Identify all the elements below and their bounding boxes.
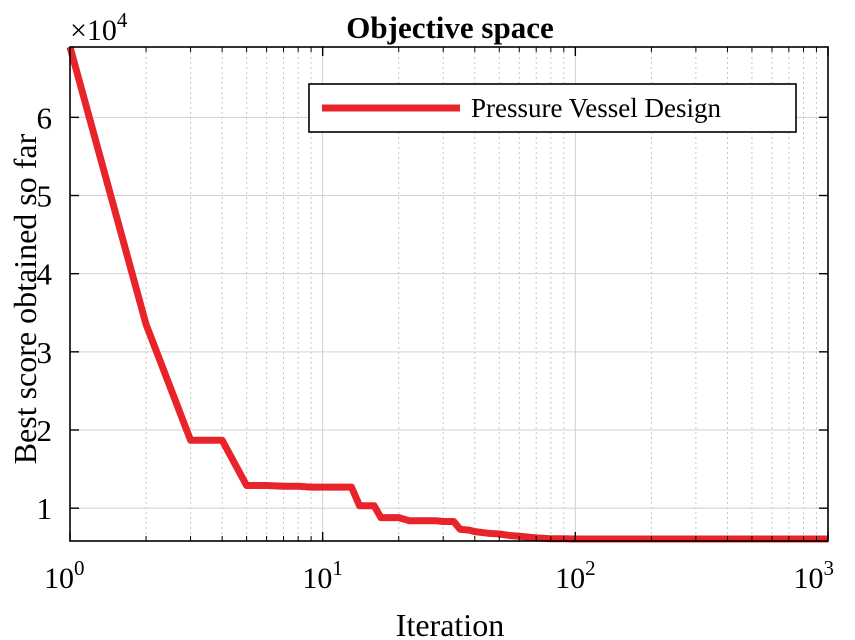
y-tick-label: 4 <box>37 257 53 292</box>
legend-label: Pressure Vessel Design <box>471 93 721 123</box>
x-tick-label-exponent: 0 <box>74 556 85 580</box>
x-tick-label-base: 10 <box>555 562 585 595</box>
chart-title: Objective space <box>346 10 553 45</box>
y-multiplier-exponent: 4 <box>117 8 128 32</box>
x-tick-label-base: 10 <box>44 562 74 595</box>
y-tick-label: 3 <box>37 335 53 370</box>
x-tick-label-exponent: 3 <box>824 556 835 580</box>
x-axis-label: Iteration <box>396 607 504 640</box>
y-axis-label: Best score obtained so far <box>7 133 43 464</box>
y-tick-label: 5 <box>37 179 53 214</box>
x-tick-label-base: 10 <box>302 562 332 595</box>
legend: Pressure Vessel Design <box>308 83 797 133</box>
y-axis-multiplier: ×104 <box>70 8 128 47</box>
x-tick-label-exponent: 2 <box>585 556 596 580</box>
plot-frame <box>69 46 829 542</box>
y-tick-label: 1 <box>37 491 53 526</box>
x-tick-label-exponent: 1 <box>332 556 343 580</box>
y-tick-label: 2 <box>37 413 53 448</box>
x-tick-label: 103 <box>794 556 835 595</box>
x-tick-label: 100 <box>44 556 85 595</box>
y-multiplier-base: ×10 <box>70 14 117 47</box>
x-tick-label: 102 <box>555 556 596 595</box>
series-line-pressure-vessel-design <box>66 46 828 543</box>
x-tick-label-base: 10 <box>794 562 824 595</box>
x-tick-label: 101 <box>302 556 343 595</box>
axis-ticks <box>69 47 829 541</box>
y-tick-label: 6 <box>37 100 53 135</box>
